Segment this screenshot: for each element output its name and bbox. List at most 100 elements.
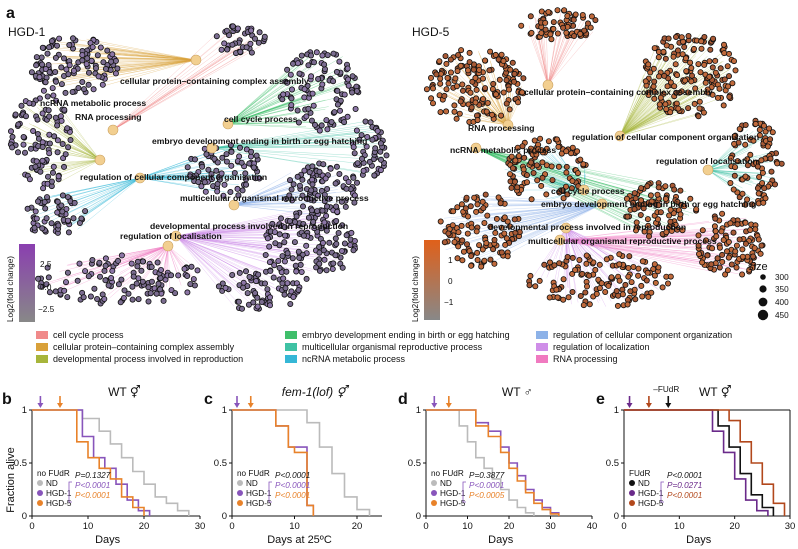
gene-node (264, 286, 271, 293)
network-edge (707, 141, 747, 171)
gene-node (187, 281, 194, 288)
network-edge (559, 239, 716, 252)
p-value: P<0.0001 (667, 471, 702, 480)
legend-group: HGD-1 (638, 489, 664, 498)
gene-node (582, 289, 589, 296)
gene-node (14, 149, 21, 156)
network-edge (59, 245, 169, 272)
gene-node (744, 156, 751, 163)
network-edge (475, 147, 635, 211)
term-label: regulation of cellular component organis… (572, 132, 759, 142)
gene-node (454, 255, 461, 262)
network-edge (211, 127, 376, 149)
gene-node (303, 275, 310, 282)
survival-curve-hgd-5 (232, 409, 315, 516)
network-edge (233, 204, 321, 216)
network-edge (565, 227, 615, 258)
x-tick-label: 20 (352, 521, 363, 532)
network-edge (227, 93, 316, 125)
gene-node (731, 133, 738, 140)
gene-node (595, 276, 602, 283)
term-label: RNA processing (75, 112, 142, 122)
gene-node (39, 61, 46, 68)
survival-curve-hgd-5 (624, 409, 786, 516)
gene-node (95, 73, 102, 80)
gene-node (443, 108, 450, 115)
gene-node (303, 113, 310, 120)
gene-node (349, 73, 356, 80)
term-label: multicellular organismal reproductive pr… (180, 193, 369, 203)
gene-node (671, 83, 678, 90)
network-edge (619, 76, 719, 137)
panel-label: b (2, 391, 12, 408)
gene-node (85, 81, 92, 88)
network-edge (112, 26, 236, 131)
gene-node (238, 305, 245, 312)
network-edge (76, 43, 197, 61)
size-value: 350 (775, 285, 789, 294)
network-edge (54, 118, 101, 161)
gene-node (675, 47, 682, 54)
network-edge (175, 235, 291, 298)
gene-node (199, 163, 206, 170)
network-edge (175, 235, 270, 295)
gene-node (739, 271, 746, 278)
gene-node (616, 251, 623, 258)
gene-node (39, 225, 46, 232)
gene-node (466, 59, 473, 66)
network-edge (547, 38, 571, 86)
gene-node (314, 192, 321, 199)
go-term-hub (190, 54, 202, 66)
gene-node (353, 88, 360, 95)
network-edge (559, 239, 714, 258)
gene-node (750, 137, 757, 144)
gene-node (758, 242, 765, 249)
gene-node (682, 77, 689, 84)
gene-node (721, 76, 728, 83)
legend-group: HGD-1 (440, 489, 466, 498)
network-edge (175, 223, 282, 237)
gene-node (229, 271, 236, 278)
gene-node (651, 95, 658, 102)
gene-node (89, 256, 96, 263)
network-edge (227, 78, 353, 125)
gene-node (563, 169, 570, 176)
gene-node (678, 34, 685, 41)
gene-node (102, 277, 109, 284)
network-edge (69, 137, 101, 161)
gene-node (460, 248, 467, 255)
network-edge (112, 31, 220, 131)
gene-node (471, 194, 478, 201)
gene-node (345, 178, 352, 185)
legend-group: ND (246, 479, 258, 488)
gene-node (490, 80, 497, 87)
gene-node (666, 212, 673, 219)
network-edge (533, 34, 549, 86)
gene-node (97, 273, 104, 280)
gene-node (153, 290, 160, 297)
gene-node (498, 224, 505, 231)
gene-node (519, 143, 526, 150)
network-edge (19, 159, 101, 175)
gene-node (455, 52, 462, 59)
gene-node (219, 154, 226, 161)
network-edge (484, 203, 603, 227)
gene-node (301, 86, 308, 93)
gene-node (221, 181, 228, 188)
network-edge (55, 159, 101, 165)
network-edge (175, 227, 271, 237)
gene-node (139, 278, 146, 285)
gene-node (577, 292, 584, 299)
network-edge (547, 14, 589, 86)
gene-node (560, 195, 567, 202)
gene-node (284, 66, 291, 73)
gene-node (102, 262, 109, 269)
gene-node (296, 70, 303, 77)
gene-node (243, 181, 250, 188)
network-edge (175, 235, 275, 297)
gene-node (61, 106, 68, 113)
network-edge (475, 147, 652, 202)
network-edge (565, 227, 606, 268)
gene-node (713, 233, 720, 240)
y-tick-label: 0 (222, 511, 227, 522)
